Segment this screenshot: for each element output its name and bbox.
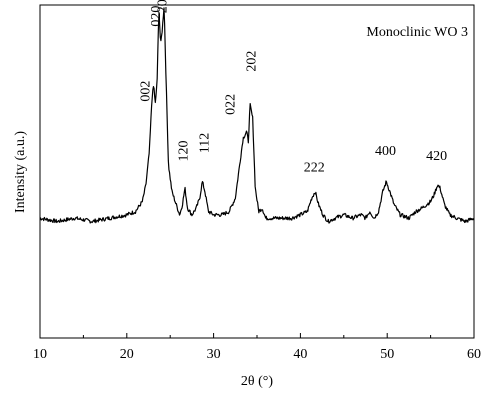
peak-label: 200 — [156, 0, 171, 13]
x-tick-label: 60 — [467, 347, 481, 362]
x-tick-label: 20 — [120, 347, 134, 362]
x-axis-label: 2θ (°) — [241, 374, 273, 389]
chart-title: Monoclinic WO 3 — [366, 25, 468, 40]
peak-label: 420 — [426, 149, 447, 164]
xrd-pattern-line — [39, 7, 475, 224]
x-tick-label: 50 — [380, 347, 394, 362]
x-axis-ticks — [39, 333, 475, 338]
peak-label: 400 — [375, 144, 396, 159]
x-tick-label: 40 — [293, 347, 307, 362]
peak-label: 022 — [223, 94, 238, 115]
peak-label: 002 — [138, 81, 153, 102]
x-tick-label: 30 — [207, 347, 221, 362]
y-axis-label: Intensity (a.u.) — [13, 131, 28, 213]
x-axis-tick-labels: 10 20 30 40 50 60 — [33, 347, 481, 362]
peak-label: 112 — [197, 133, 212, 153]
peak-label: 202 — [244, 51, 259, 72]
peak-label: 120 — [177, 141, 192, 162]
peak-label: 222 — [304, 161, 325, 176]
x-tick-label: 10 — [33, 347, 47, 362]
peak-label: 020 — [149, 6, 164, 27]
